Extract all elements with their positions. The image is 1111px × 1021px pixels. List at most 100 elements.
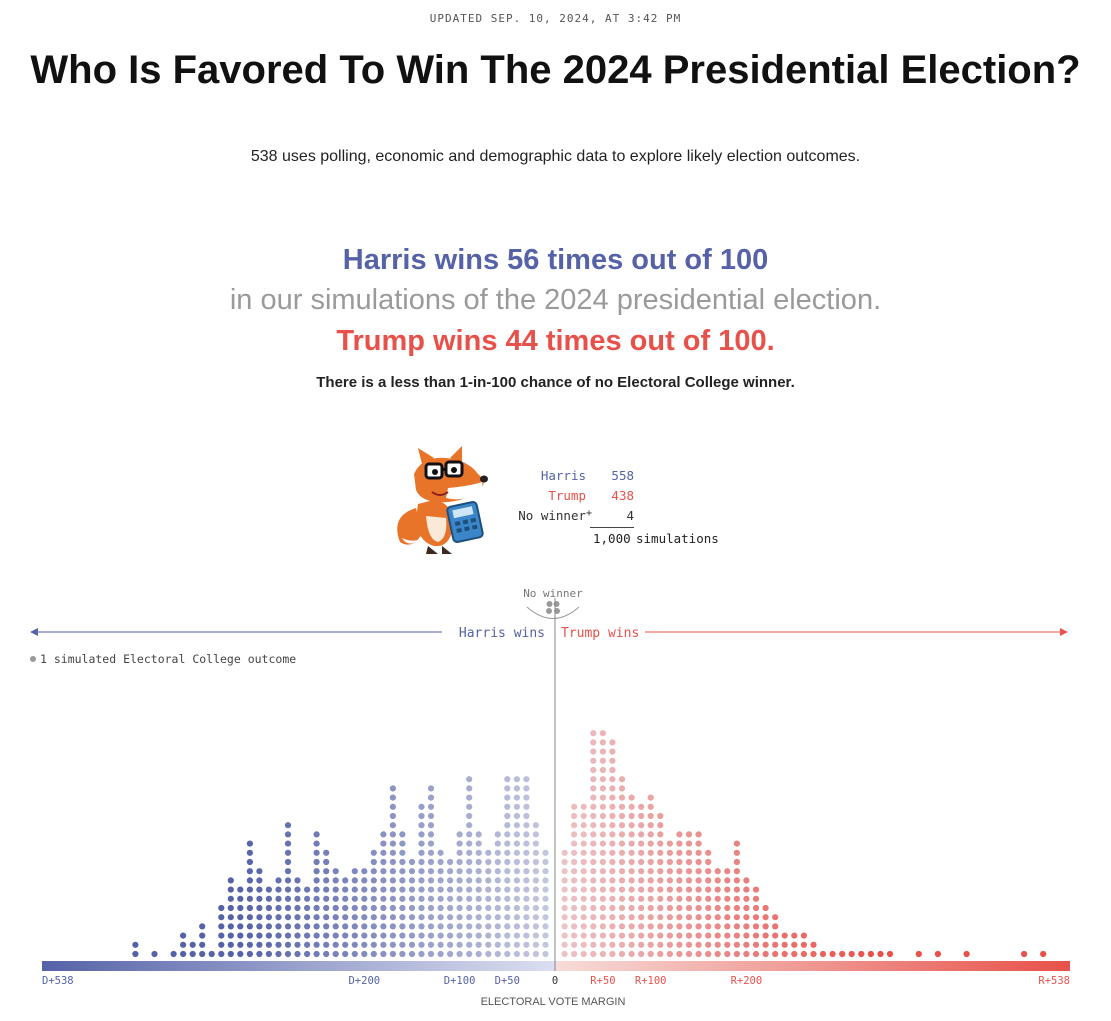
trump-outcome-dot [628,895,635,902]
harris-outcome-dot [427,812,435,820]
harris-arrow-head [30,628,38,636]
harris-outcome-dot [351,950,358,958]
trump-outcome-dot [638,941,645,948]
trump-outcome-dot [590,895,597,902]
harris-outcome-dot [485,895,492,902]
harris-outcome-dot [237,950,244,958]
trump-outcome-dot [628,914,635,921]
trump-outcome-dot [657,840,664,847]
trump-outcome-dot [705,914,712,921]
harris-outcome-dot [532,822,540,829]
trump-outcome-dot [638,932,645,939]
trump-outcome-dot [647,941,654,948]
harris-outcome-dot [475,950,482,958]
harris-outcome-dot [504,822,511,829]
harris-outcome-dot [475,904,482,912]
trump-outcome-dot [599,914,607,921]
trump-outcome-dot [752,932,760,939]
harris-outcome-dot [513,877,521,884]
trump-outcome-dot [685,950,693,958]
harris-outcome-dot [447,923,454,930]
x-tick-label: R+100 [635,975,667,987]
harris-outcome-dot [523,831,530,838]
harris-outcome-dot [427,858,435,866]
harris-outcome-dot [447,877,454,884]
harris-outcome-dot [504,868,511,875]
trump-outcome-dot [599,812,607,820]
harris-outcome-dot [256,886,263,893]
harris-outcome-dot [466,914,473,921]
harris-outcome-dot [513,840,521,847]
harris-outcome-dot [504,840,511,847]
harris-outcome-dot [485,932,492,939]
trump-outcome-dot [638,812,645,820]
trump-outcome-dot [647,914,654,921]
trump-outcome-dot [628,849,635,856]
trump-outcome-dot [580,858,587,866]
harris-outcome-dot [437,923,444,930]
harris-outcome-dot [332,914,339,921]
trump-outcome-dot [666,877,674,884]
harris-outcome-dot [456,849,463,856]
x-tick-label: D+100 [444,975,476,987]
harris-outcome-dot [294,932,301,939]
harris-outcome-dot [399,877,406,884]
trump-outcome-dot [561,914,568,921]
harris-outcome-dot [294,923,301,930]
harris-outcome-dot [294,904,301,912]
trump-outcome-dot [733,858,741,866]
trump-outcome-dot [628,941,635,948]
trump-outcome-dot [590,766,597,774]
harris-outcome-dot [265,923,272,930]
harris-outcome-dot [370,877,377,884]
trump-outcome-dot [590,803,597,810]
harris-outcome-dot [513,886,521,893]
trump-outcome-dot [590,776,597,783]
harris-outcome-dot [456,914,463,921]
trump-outcome-dot [580,868,587,875]
harris-outcome-dot [313,868,320,875]
trump-outcome-dot [676,831,683,838]
harris-outcome-dot [532,840,540,847]
harris-outcome-dot [427,831,435,838]
trump-outcome-dot [618,794,626,801]
trump-outcome-dot [657,886,664,893]
harris-outcome-dot [227,941,234,948]
harris-outcome-dot [427,803,435,810]
trump-outcome-dot [590,794,597,801]
trump-outcome-dot [590,904,597,912]
harris-outcome-dot [513,858,521,866]
trump-arrow-head [1060,628,1068,636]
harris-outcome-dot [237,904,244,912]
trump-outcome-dot [657,904,664,912]
harris-outcome-dot [256,950,263,958]
trump-outcome-dot [590,923,597,930]
harris-outcome-dot [542,914,549,921]
harris-outcome-dot [380,858,387,866]
harris-outcome-dot [389,886,396,893]
harris-outcome-dot [237,923,244,930]
harris-outcome-dot [275,914,282,921]
harris-outcome-dot [246,923,253,930]
harris-outcome-dot [380,923,387,930]
harris-outcome-dot [389,877,396,884]
trump-outcome-dot [590,886,597,893]
harris-outcome-dot [132,941,139,948]
x-axis-label: ELECTORAL VOTE MARGIN [481,996,626,1008]
trump-outcome-dot [618,868,626,875]
harris-wins-label: Harris wins [459,626,545,641]
harris-outcome-dot [542,877,549,884]
harris-outcome-dot [304,886,311,893]
trump-outcome-dot [561,904,568,912]
trump-outcome-dot [590,739,597,746]
trump-outcome-dot [666,886,674,893]
trump-outcome-dot [618,877,626,884]
harris-outcome-dot [523,914,530,921]
trump-outcome-dot [580,895,587,902]
harris-outcome-dot [475,886,482,893]
harris-outcome-dot [542,849,549,856]
harris-outcome-dot [494,831,501,838]
harris-outcome-dot [389,794,396,801]
trump-outcome-dot [647,803,654,810]
harris-outcome-dot [256,941,263,948]
